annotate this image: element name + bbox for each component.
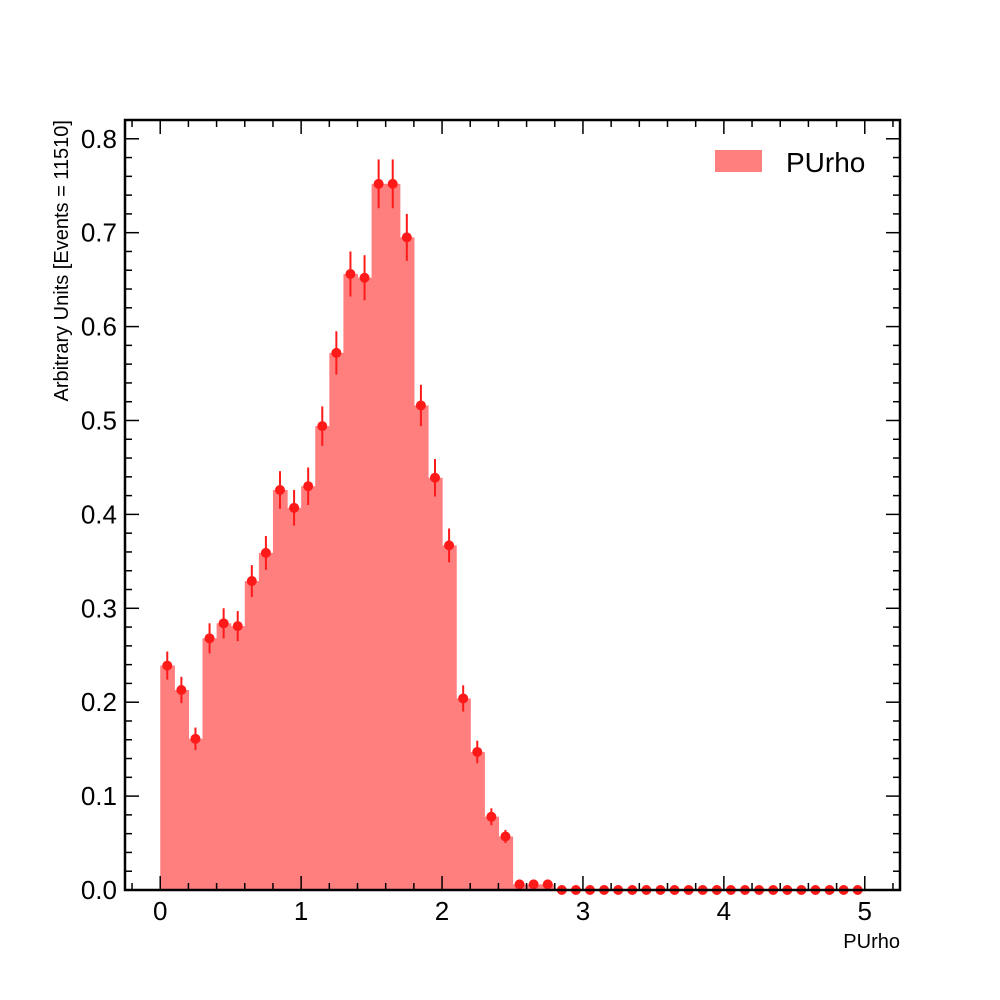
data-point: [260, 547, 271, 558]
data-point: [345, 269, 356, 279]
data-point: [430, 472, 440, 483]
data-point: [387, 178, 398, 189]
y-tick-label: 0.2: [81, 687, 117, 717]
data-point: [458, 693, 469, 704]
y-tick-label: 0.3: [81, 593, 117, 623]
histogram-bar: [315, 426, 330, 890]
data-point: [232, 621, 243, 632]
data-point: [415, 400, 426, 411]
histogram-bar: [343, 274, 359, 890]
x-tick-label: 1: [294, 896, 308, 926]
x-tick-label: 0: [153, 896, 167, 926]
histogram-bar: [258, 552, 274, 890]
data-point: [373, 178, 384, 189]
histogram-bar: [188, 738, 204, 890]
legend: PUrho: [715, 147, 865, 178]
data-point: [218, 618, 229, 629]
histogram-bar: [174, 689, 190, 890]
data-point: [401, 232, 412, 243]
histogram-bar: [427, 477, 443, 890]
y-tick-label: 0.0: [81, 875, 117, 905]
data-point: [289, 502, 300, 513]
histogram-bar: [287, 507, 302, 890]
histogram-bar: [371, 183, 387, 891]
histogram-bar: [230, 626, 246, 890]
histogram-bar: [498, 836, 514, 890]
histogram-bar: [244, 581, 260, 890]
x-tick-label: 4: [717, 896, 731, 926]
data-point: [176, 684, 187, 695]
data-point: [303, 481, 314, 492]
histogram-bars: [160, 183, 556, 891]
legend-label: PUrho: [786, 147, 865, 178]
data-point: [204, 633, 215, 644]
data-point: [486, 811, 497, 822]
data-point: [246, 576, 257, 587]
y-tick-label: 0.6: [81, 312, 117, 342]
x-tick-label: 5: [858, 896, 872, 926]
data-markers: [162, 178, 863, 895]
plot-frame: [123, 118, 902, 892]
x-axis-title: PUrho: [843, 931, 900, 953]
y-tick-label: 0.8: [81, 124, 117, 154]
data-point: [317, 421, 328, 432]
y-tick-label: 0.1: [81, 781, 117, 811]
data-point: [331, 347, 342, 358]
data-point: [500, 831, 511, 842]
histogram-bar: [399, 237, 415, 890]
data-point: [444, 540, 455, 551]
histogram-bar: [329, 352, 345, 890]
histogram-bar: [160, 665, 175, 890]
x-tick-label: 2: [435, 896, 449, 926]
data-point: [162, 660, 173, 671]
histogram-bar: [357, 277, 373, 890]
data-point: [190, 733, 201, 744]
histogram-bar: [202, 638, 218, 890]
data-point: [472, 746, 483, 757]
legend-swatch: [715, 150, 762, 172]
data-point: [514, 879, 525, 890]
data-point: [359, 272, 370, 283]
x-tick-label: 3: [576, 896, 590, 926]
y-tick-label: 0.5: [81, 405, 117, 435]
data-point: [275, 484, 285, 495]
histogram-bar: [272, 489, 288, 890]
y-tick-label: 0.7: [81, 218, 117, 248]
histogram-bar: [413, 405, 429, 890]
y-axis-title: Arbitrary Units [Events = 11510]: [51, 120, 73, 401]
data-point: [528, 879, 539, 890]
histogram-bar: [385, 183, 401, 891]
histogram-bar: [301, 486, 316, 890]
data-point: [542, 879, 553, 890]
histogram-bar: [470, 751, 485, 890]
histogram-bar: [484, 816, 500, 890]
axis-tick-labels: 0 1 2 3 4 5 0.0 0.1 0.2 0.3 0.4 0.5 0.6 0.7 0.8: [81, 124, 872, 926]
histogram-bar: [216, 623, 232, 890]
histogram-bar: [442, 545, 457, 890]
y-tick-label: 0.4: [81, 499, 117, 529]
histogram-bar: [456, 698, 471, 890]
